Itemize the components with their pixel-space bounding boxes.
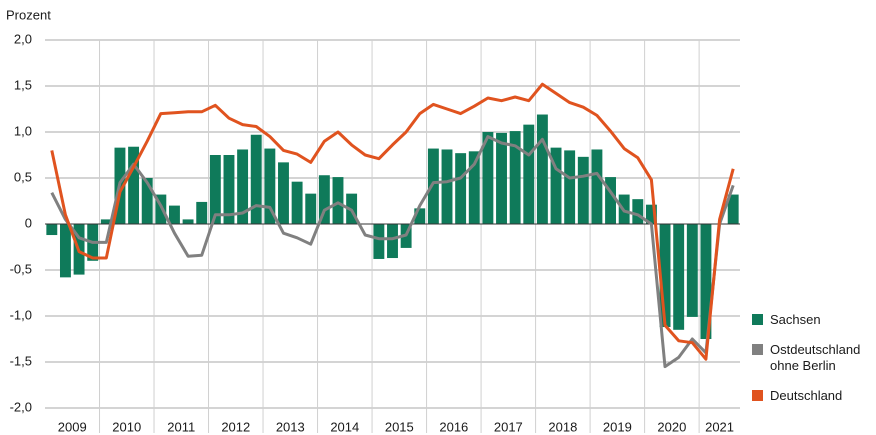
bar xyxy=(196,201,208,224)
legend-item: Deutschland xyxy=(752,388,876,404)
bar xyxy=(141,178,153,224)
legend-swatch xyxy=(752,314,763,325)
legend-item: Sachsen xyxy=(752,312,876,328)
bar xyxy=(209,155,221,224)
bar xyxy=(414,208,426,224)
y-tick-label: 1,0 xyxy=(14,123,32,138)
y-tick-label: 1,5 xyxy=(14,77,32,92)
bar xyxy=(278,162,289,224)
bar xyxy=(387,224,398,259)
bar xyxy=(128,146,140,224)
x-tick-label: 2016 xyxy=(439,419,468,434)
bar xyxy=(59,224,71,278)
y-tick-label: -2,0 xyxy=(10,399,32,414)
legend-item: Ostdeutschland ohne Berlin xyxy=(752,342,876,374)
bar xyxy=(509,131,521,224)
x-tick-label: 2018 xyxy=(548,419,577,434)
bar xyxy=(632,199,644,224)
legend: Sachsen Ostdeutschland ohne Berlin Deutsch… xyxy=(752,312,876,418)
legend-label: Sachsen xyxy=(770,312,821,327)
bar xyxy=(727,194,739,224)
y-tick-label: -0,5 xyxy=(10,261,32,276)
legend-swatch xyxy=(752,390,763,401)
x-tick-label: 2013 xyxy=(276,419,305,434)
x-tick-label: 2009 xyxy=(58,419,87,434)
bar xyxy=(169,205,180,224)
bar xyxy=(223,155,235,224)
bar xyxy=(468,151,480,224)
bar xyxy=(264,148,276,224)
x-tick-label: 2014 xyxy=(330,419,359,434)
bar xyxy=(100,219,112,224)
bar xyxy=(591,149,603,224)
legend-swatch xyxy=(752,344,763,355)
line xyxy=(50,135,735,369)
x-tick-label: 2012 xyxy=(221,419,250,434)
bar xyxy=(455,153,467,224)
bar xyxy=(686,224,698,317)
legend-label: Ostdeutschland ohne Berlin xyxy=(770,342,861,373)
legend-label: Deutschland xyxy=(770,388,843,403)
bar xyxy=(182,219,194,224)
bar xyxy=(482,132,494,224)
x-tick-label: 2015 xyxy=(385,419,414,434)
x-tick-label: 2020 xyxy=(657,419,686,434)
x-tick-label: 2021 xyxy=(705,419,734,434)
bar xyxy=(318,175,330,224)
y-tick-label: -1,0 xyxy=(10,307,32,322)
bar xyxy=(373,224,385,259)
x-tick-label: 2019 xyxy=(603,419,632,434)
bar xyxy=(305,193,317,224)
bar xyxy=(577,156,589,224)
bar xyxy=(496,132,507,224)
bar xyxy=(332,177,344,224)
bar xyxy=(605,177,616,224)
bar xyxy=(155,194,167,224)
bar xyxy=(46,224,58,236)
bar xyxy=(536,114,548,224)
x-tick-label: 2017 xyxy=(494,419,523,434)
y-tick-label: -1,5 xyxy=(10,353,32,368)
y-tick-label: 0 xyxy=(25,215,32,230)
x-tick-label: 2010 xyxy=(112,419,141,434)
bar xyxy=(291,181,303,224)
bar xyxy=(645,204,657,224)
x-tick-label: 2011 xyxy=(167,419,195,434)
bar xyxy=(700,224,712,339)
bar xyxy=(550,147,562,224)
bar xyxy=(237,149,249,224)
y-tick-label: 2,0 xyxy=(14,31,32,46)
bar xyxy=(441,149,453,224)
y-axis-label: Prozent xyxy=(6,7,51,22)
bar xyxy=(564,150,576,224)
line xyxy=(50,82,735,361)
bar xyxy=(250,134,262,224)
bar xyxy=(673,224,685,330)
bar xyxy=(523,124,535,224)
bar xyxy=(659,224,671,328)
bar xyxy=(427,148,439,224)
y-tick-label: 0,5 xyxy=(14,169,32,184)
